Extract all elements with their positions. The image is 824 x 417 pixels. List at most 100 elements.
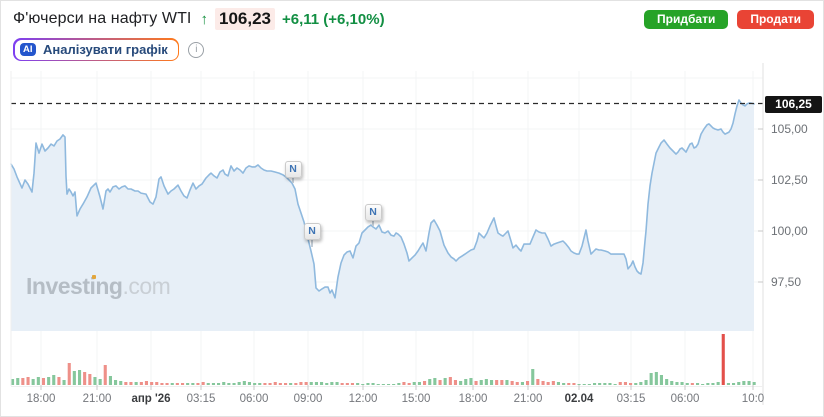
volume-bar [340,383,344,385]
news-marker-icon[interactable]: N [364,203,382,221]
volume-bar [268,383,272,385]
watermark-suffix: .com [122,273,171,299]
volume-bar [62,380,66,385]
news-marker-stem [372,220,374,226]
volume-bar [263,383,267,385]
volume-bar [392,384,396,385]
volume-bar [103,365,107,385]
volume-bar [371,383,375,385]
volume-bar [629,383,633,385]
volume-bar [613,384,617,385]
volume-bar [155,382,159,385]
x-axis-label: 21:00 [514,393,543,405]
volume-bar [330,382,334,385]
volume-bar [443,378,447,385]
volume-bar [325,383,329,385]
volume-bar [428,379,432,385]
volume-bar [57,377,61,385]
volume-bar [706,383,710,385]
x-axis-label: 03:15 [187,393,216,405]
buy-button[interactable]: Придбати [644,9,729,29]
volume-bar [721,334,725,385]
quote-summary: Ф'ючерси на нафту WTI ↑ 106,23 +6,11 (+6… [13,8,385,30]
volume-bar [531,369,535,385]
x-axis-label: 06:00 [240,393,269,405]
volume-bar [654,372,658,385]
price-up-arrow-icon: ↑ [200,10,208,28]
volume-bar [83,372,87,385]
volume-bar [495,380,499,385]
volume-bar [144,381,148,385]
volume-bar [562,383,566,385]
x-axis-label: 21:00 [83,393,112,405]
volume-bar [464,379,468,385]
volume-bar [175,383,179,385]
volume-bar [314,382,318,385]
volume-bar [98,379,102,385]
volume-bar [139,382,143,385]
volume-bar [304,382,308,385]
volume-bar [618,382,622,385]
sell-button[interactable]: Продати [737,9,814,29]
news-marker-icon[interactable]: N [303,222,321,240]
volume-bar [350,383,354,385]
x-axis-label: 18:00 [459,393,488,405]
volume-bar [211,383,215,385]
volume-bar [752,382,756,385]
volume-bar [742,381,746,385]
x-axis-label: 10:0 [742,393,764,405]
info-icon[interactable]: i [188,41,205,58]
volume-bar [356,383,360,385]
volume-bar [201,382,205,385]
volume-bar [387,384,391,385]
volume-bar [515,382,519,385]
volume-bar [711,383,715,385]
volume-bar [335,382,339,385]
analyze-chart-button[interactable]: AI Аналізувати графік [13,38,180,61]
volume-bar [170,383,174,385]
volume-bar [598,383,602,385]
volume-bar [726,383,730,385]
volume-bar [78,370,82,385]
volume-bar [186,383,190,385]
volume-bar [685,383,689,385]
news-marker-icon[interactable]: N [284,160,302,178]
volume-bar [52,375,56,385]
volume-bar [294,383,298,385]
volume-bar [459,381,463,385]
volume-bar [593,383,597,385]
volume-bar [258,383,262,385]
volume-bar [536,379,540,385]
volume-bar [41,378,45,385]
price-area [11,100,754,331]
volume-bar [541,381,545,385]
x-axis-label: 18:00 [27,393,56,405]
volume-bar [680,382,684,385]
watermark-brand: Investing [26,273,123,299]
price-change: +6,11 (+6,10%) [281,10,385,28]
volume-bar [160,383,164,385]
volume-bar [747,381,751,385]
volume-bar [690,383,694,385]
volume-bar [31,379,35,385]
volume-bar [165,383,169,385]
volume-bar [582,384,586,385]
volume-bar [11,379,15,385]
volume-bar [222,382,226,385]
volume-bar [361,384,365,385]
volume-bar [72,371,76,385]
volume-bar [479,380,483,385]
volume-bar [253,383,257,385]
volume-bar [119,381,123,385]
x-axis-label: 12:00 [349,393,378,405]
volume-bar [227,383,231,385]
volume-bar [453,380,457,385]
watermark-logo-dot [92,275,96,279]
volume-bar [67,363,71,385]
investing-watermark: Investing.com [26,273,171,300]
volume-bar [659,375,663,385]
volume-bar [500,380,504,385]
volume-bar [505,380,509,385]
volume-bar [634,383,638,385]
volume-bar [448,377,452,385]
